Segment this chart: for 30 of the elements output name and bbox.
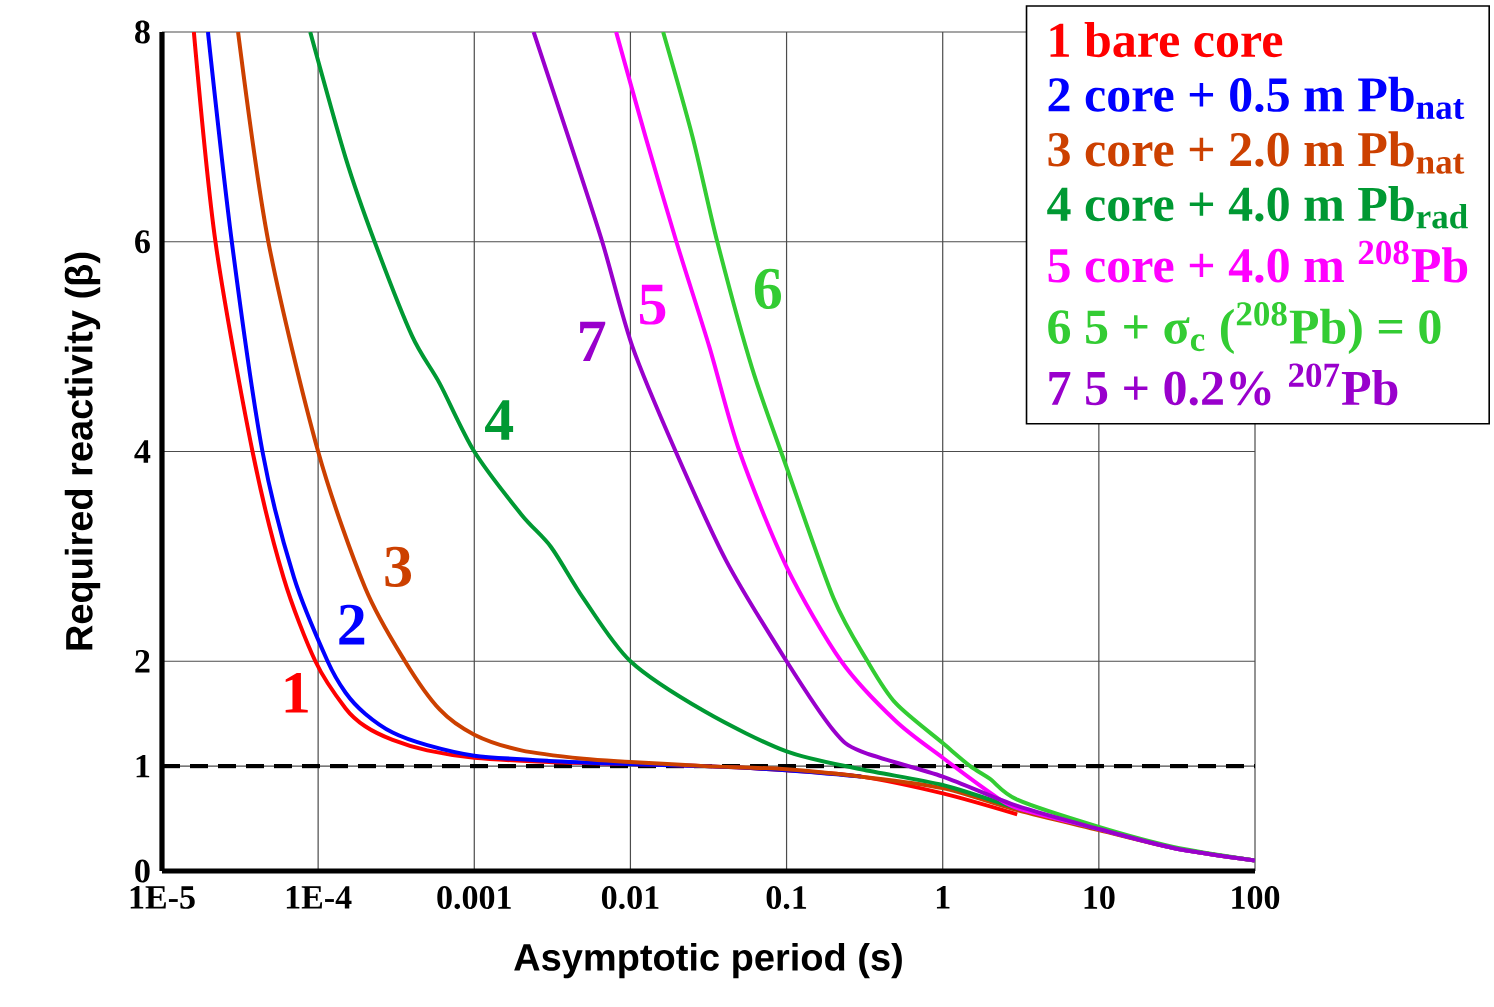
annotation: 4 bbox=[485, 400, 514, 440]
text: 6 5 + σ$_{c}$ ($^{208}$Pb) = 0 bbox=[1048, 302, 1441, 355]
y-tick-label: 0 bbox=[135, 859, 150, 883]
x-tick-label: 10 bbox=[1084, 886, 1115, 910]
x-tick-label: 0.001 bbox=[437, 886, 511, 910]
text: 2 core + 0.5 m Pb$_{nat}$ bbox=[1048, 76, 1465, 120]
y-tick-label: 8 bbox=[135, 20, 150, 44]
annotation: 6 bbox=[754, 268, 782, 310]
text: 7 5 + 0.2% $^{207}$Pb bbox=[1049, 363, 1398, 406]
x-tick-label: 100 bbox=[1232, 886, 1280, 910]
x-tick-label: 1 bbox=[936, 886, 950, 909]
text: 1 bare core bbox=[1050, 21, 1283, 58]
annotation: 5 bbox=[639, 284, 666, 325]
x-tick-label: 1E-5 bbox=[130, 886, 195, 909]
y-axis-title: Required reactivity (β) bbox=[64, 252, 101, 650]
annotation: 3 bbox=[385, 546, 412, 588]
y-tick-label: 4 bbox=[134, 440, 151, 463]
text: 5 core + 4.0 m $^{208}$Pb bbox=[1048, 240, 1468, 283]
x-tick-label: 0.01 bbox=[601, 886, 659, 910]
y-tick-label: 2 bbox=[135, 649, 150, 673]
annotation: 7 bbox=[580, 321, 606, 362]
x-axis-title: Asymptotic period (s) bbox=[514, 942, 902, 979]
annotation: 1 bbox=[285, 672, 308, 713]
x-tick-label: 0.1 bbox=[766, 886, 807, 910]
x-tick-label: 1E-4 bbox=[286, 886, 352, 909]
text: 3 core + 2.0 m Pb$_{nat}$ bbox=[1048, 131, 1465, 174]
text: 4 core + 4.0 m Pb$_{rad}$ bbox=[1047, 186, 1468, 229]
y-tick-label: 6 bbox=[135, 230, 150, 254]
annotation: 2 bbox=[339, 604, 365, 645]
y-tick-label: 1 bbox=[136, 754, 150, 778]
